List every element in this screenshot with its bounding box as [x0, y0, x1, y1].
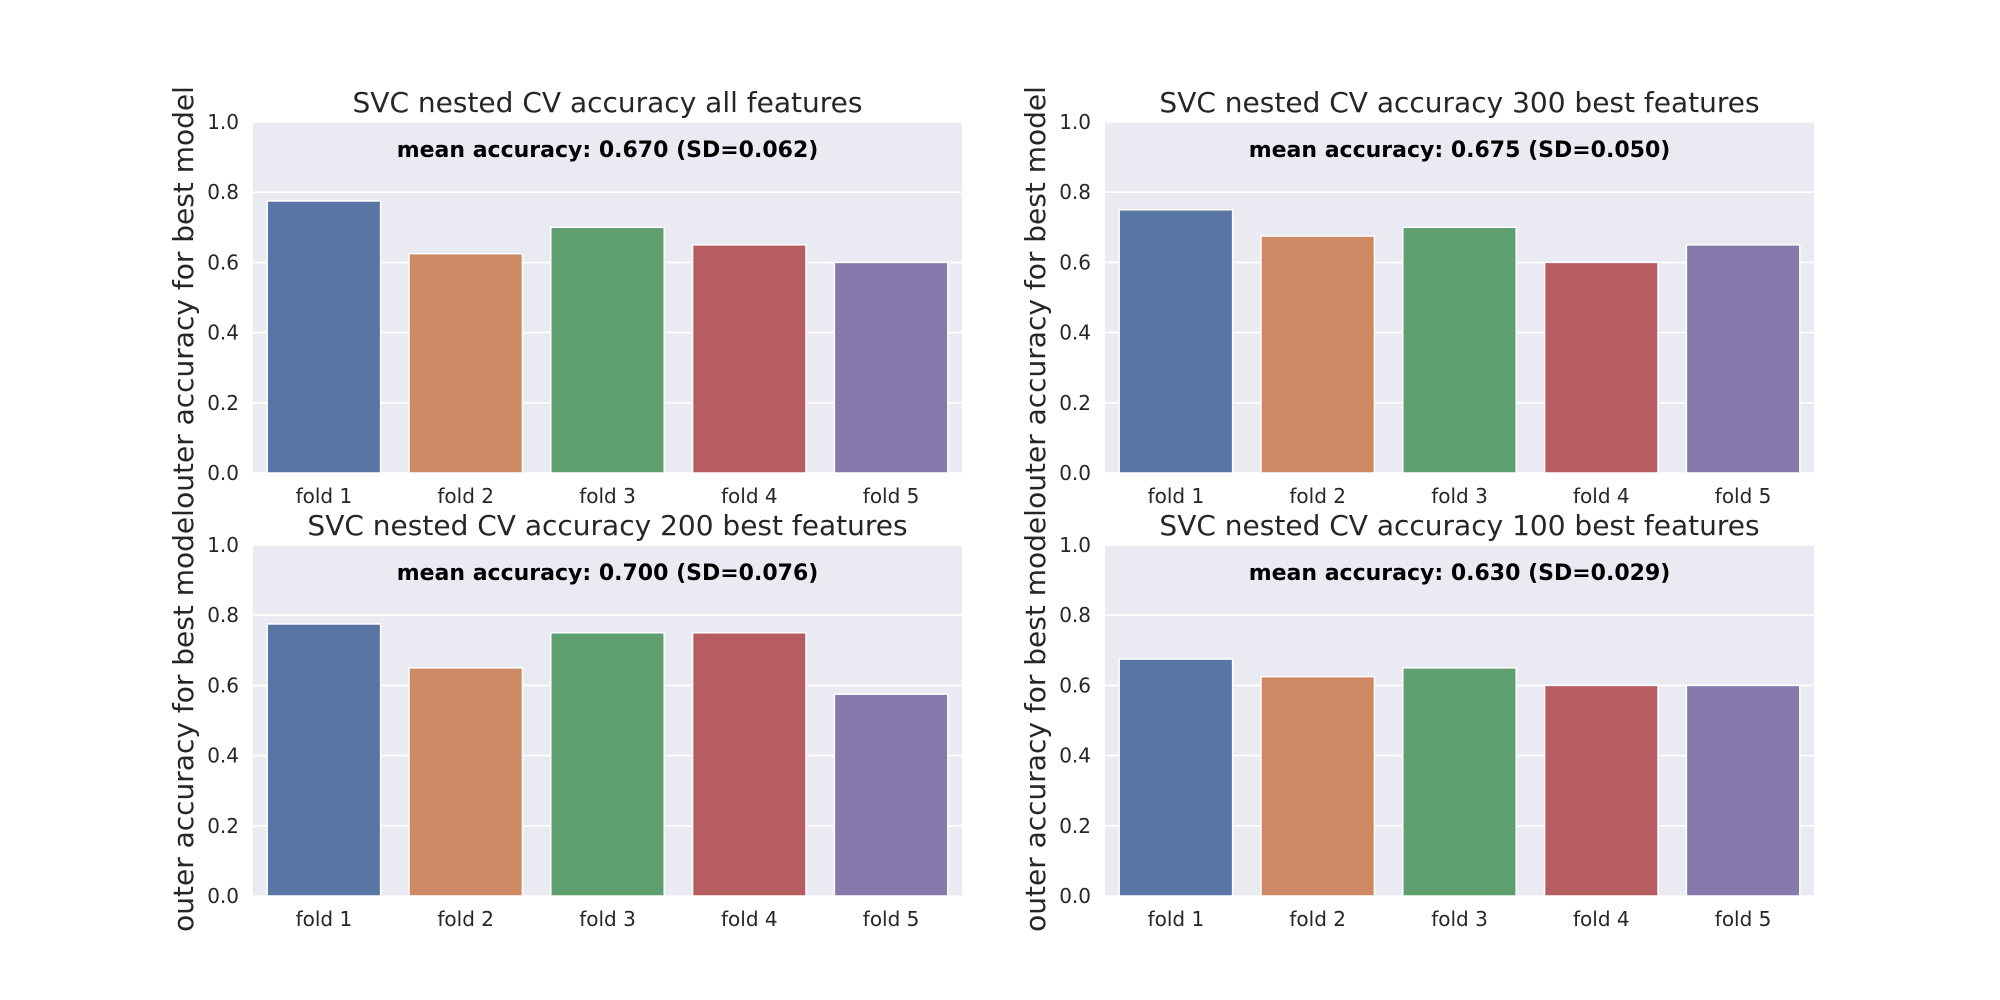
x-tick-label: fold 4	[721, 907, 778, 931]
bar-fold-5	[1685, 684, 1801, 897]
x-tick-label: fold 3	[1431, 484, 1488, 508]
x-tick-label: fold 5	[863, 484, 920, 508]
y-tick-label: 0.4	[207, 321, 239, 345]
y-tick-label: 0.6	[207, 250, 239, 274]
y-tick-label: 0.8	[207, 603, 239, 627]
y-tick-label: 0.0	[207, 884, 239, 908]
y-axis-label: outer accuracy for best model	[1019, 509, 1052, 932]
chart-panel-4: 0.0 0.2 0.4 0.6 0.8 1.0 fold 1 fold 2 fold 3 fold…	[1019, 509, 1814, 932]
bar-fold-4	[691, 632, 807, 897]
bar-fold-3	[1402, 226, 1517, 474]
x-tick-label: fold 4	[1573, 484, 1630, 508]
y-tick-label: 0.6	[1059, 250, 1091, 274]
chart-title: SVC nested CV accuracy 300 best features	[1159, 86, 1759, 119]
y-tick-label: 0.4	[1059, 744, 1091, 768]
bar-fold-1	[1118, 658, 1234, 897]
x-tick-label: fold 2	[1289, 907, 1346, 931]
y-tick-label: 0.6	[207, 673, 239, 697]
y-tick-label: 0.2	[207, 391, 239, 415]
y-axis-label: outer accuracy for best model	[167, 86, 200, 509]
bar-fold-4	[1543, 684, 1659, 897]
y-tick-label: 0.4	[1059, 321, 1091, 345]
mean-accuracy-annotation: mean accuracy: 0.675 (SD=0.050)	[1249, 138, 1671, 163]
y-axis-label: outer accuracy for best model	[167, 509, 200, 932]
x-tick-label: fold 3	[579, 907, 636, 931]
x-tick-label: fold 3	[1431, 907, 1488, 931]
mean-accuracy-annotation: mean accuracy: 0.630 (SD=0.029)	[1249, 561, 1671, 586]
x-tick-label: fold 2	[437, 907, 494, 931]
bar-fold-5	[1685, 244, 1801, 474]
bar-fold-5	[833, 261, 949, 474]
bar-fold-3	[550, 226, 665, 474]
chart-panel-2: 0.0 0.2 0.4 0.6 0.8 1.0 fold 1 fold 2 fold 3 fold…	[1019, 86, 1814, 509]
x-tick-label: fold 3	[579, 484, 636, 508]
chart-panel-1: 0.0 0.2 0.4 0.6 0.8 1.0 fold 1 fold 2 fold 3 fold…	[167, 86, 962, 509]
bar-fold-1	[266, 200, 382, 474]
bar-fold-4	[1543, 261, 1659, 474]
x-tick-label: fold 1	[296, 907, 353, 931]
y-tick-label: 0.8	[207, 180, 239, 204]
y-tick-label: 0.6	[1059, 673, 1091, 697]
y-tick-label: 0.4	[207, 744, 239, 768]
bar-fold-4	[691, 244, 807, 474]
bar-fold-2	[408, 667, 524, 897]
mean-accuracy-annotation: mean accuracy: 0.670 (SD=0.062)	[397, 138, 819, 163]
y-tick-label: 1.0	[1059, 533, 1091, 557]
y-tick-label: 1.0	[207, 533, 239, 557]
bar-fold-5	[833, 693, 949, 897]
bar-fold-1	[266, 623, 382, 897]
bar-fold-2	[1260, 675, 1376, 897]
x-tick-label: fold 5	[1715, 907, 1772, 931]
x-tick-label: fold 4	[1573, 907, 1630, 931]
chart-title: SVC nested CV accuracy all features	[353, 86, 863, 119]
x-tick-label: fold 2	[1289, 484, 1346, 508]
mean-accuracy-annotation: mean accuracy: 0.700 (SD=0.076)	[397, 561, 819, 586]
y-tick-label: 0.2	[207, 814, 239, 838]
y-tick-label: 0.0	[1059, 884, 1091, 908]
bar-fold-2	[1260, 235, 1376, 474]
x-tick-label: fold 2	[437, 484, 494, 508]
y-tick-label: 0.8	[1059, 603, 1091, 627]
bar-fold-3	[1402, 667, 1517, 897]
x-tick-label: fold 4	[721, 484, 778, 508]
x-tick-label: fold 5	[1715, 484, 1772, 508]
x-tick-label: fold 1	[1148, 907, 1205, 931]
y-tick-label: 0.2	[1059, 814, 1091, 838]
bar-fold-1	[1118, 209, 1234, 474]
x-tick-label: fold 5	[863, 907, 920, 931]
x-tick-label: fold 1	[296, 484, 353, 508]
y-tick-label: 0.0	[207, 461, 239, 485]
y-tick-label: 1.0	[207, 110, 239, 134]
y-tick-label: 1.0	[1059, 110, 1091, 134]
y-axis-label: outer accuracy for best model	[1019, 86, 1052, 509]
bar-fold-3	[550, 632, 665, 897]
y-tick-label: 0.0	[1059, 461, 1091, 485]
bar-fold-2	[408, 252, 524, 474]
y-tick-label: 0.8	[1059, 180, 1091, 204]
y-tick-label: 0.2	[1059, 391, 1091, 415]
chart-title: SVC nested CV accuracy 100 best features	[1159, 509, 1759, 542]
chart-panel-3: 0.0 0.2 0.4 0.6 0.8 1.0 fold 1 fold 2 fold 3 fold…	[167, 509, 962, 932]
x-tick-label: fold 1	[1148, 484, 1205, 508]
chart-title: SVC nested CV accuracy 200 best features	[307, 509, 907, 542]
